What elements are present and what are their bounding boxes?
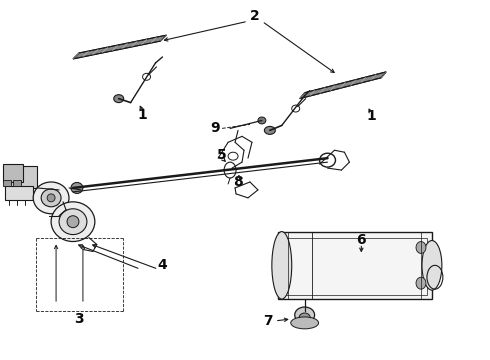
- Text: 1: 1: [367, 109, 376, 123]
- Ellipse shape: [67, 216, 79, 228]
- Text: 2: 2: [250, 9, 260, 23]
- Ellipse shape: [272, 231, 292, 299]
- Polygon shape: [73, 35, 167, 59]
- Ellipse shape: [114, 95, 123, 103]
- Bar: [3, 180, 11, 186]
- Text: 7: 7: [263, 314, 272, 328]
- Text: 8: 8: [233, 175, 243, 189]
- Ellipse shape: [416, 277, 426, 289]
- Ellipse shape: [258, 117, 266, 124]
- Bar: [5, 186, 33, 200]
- Text: 1: 1: [138, 108, 147, 122]
- Text: 5: 5: [217, 148, 227, 162]
- Ellipse shape: [71, 183, 83, 193]
- Ellipse shape: [33, 182, 69, 214]
- Ellipse shape: [291, 317, 318, 329]
- Text: 4: 4: [158, 258, 168, 272]
- Polygon shape: [300, 72, 386, 99]
- Ellipse shape: [422, 240, 442, 290]
- Text: 9: 9: [210, 121, 220, 135]
- Ellipse shape: [294, 307, 315, 323]
- Ellipse shape: [41, 189, 61, 207]
- Ellipse shape: [299, 313, 311, 325]
- Bar: [282, 238, 427, 295]
- Ellipse shape: [265, 126, 275, 134]
- Bar: [5, 166, 37, 188]
- Ellipse shape: [51, 202, 95, 242]
- Bar: [13, 180, 21, 186]
- Ellipse shape: [416, 242, 426, 253]
- Ellipse shape: [47, 194, 55, 202]
- Text: 6: 6: [357, 233, 366, 247]
- Bar: [3, 164, 23, 182]
- Bar: [278, 231, 432, 299]
- Text: 3: 3: [74, 312, 84, 326]
- Ellipse shape: [59, 209, 87, 235]
